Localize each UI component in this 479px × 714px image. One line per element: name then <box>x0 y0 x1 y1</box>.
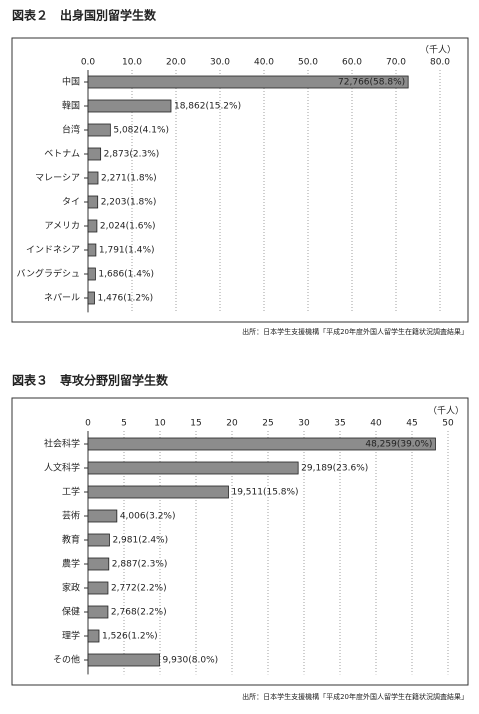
bar <box>87 99 172 113</box>
chart-frame <box>11 37 469 323</box>
bar <box>87 147 102 161</box>
bar <box>87 123 111 137</box>
bar <box>87 629 100 643</box>
bar <box>87 291 95 305</box>
value-label: 29,189(23.6%) <box>301 464 368 474</box>
value-label: 2,768(2.2%) <box>111 608 167 618</box>
x-tick-label: 40.0 <box>254 58 274 68</box>
category-label: 人文科学 <box>44 462 80 474</box>
value-label: 1,476(1.2%) <box>97 294 153 304</box>
bar <box>87 581 109 595</box>
bar <box>87 219 98 233</box>
category-label: 韓国 <box>62 101 80 112</box>
category-label: 社会科学 <box>44 438 80 450</box>
x-tick-label: 45 <box>406 419 417 429</box>
category-label: ベトナム <box>44 149 80 160</box>
category-label: 工学 <box>62 486 80 498</box>
value-label: 2,271(1.8%) <box>101 174 157 184</box>
bar <box>87 243 97 257</box>
x-tick-label: 70.0 <box>386 58 406 68</box>
category-label: 家政 <box>62 582 80 594</box>
category-label: 保健 <box>62 606 80 618</box>
chart-frame <box>11 397 469 686</box>
category-label: 理学 <box>62 630 80 642</box>
x-tick-label: 25 <box>262 419 273 429</box>
value-label: 18,862(15.2%) <box>174 102 241 112</box>
category-label: アメリカ <box>44 221 80 232</box>
bar <box>87 653 160 667</box>
x-tick-label: 30.0 <box>210 58 230 68</box>
category-label: バングラデシュ <box>17 268 80 280</box>
x-tick-label: 5 <box>121 419 127 429</box>
x-tick-label: 20.0 <box>166 58 186 68</box>
x-tick-label: 10 <box>154 419 166 429</box>
x-tick-label: 20 <box>226 419 238 429</box>
bar <box>87 267 96 281</box>
value-label: 48,259(39.0%) <box>365 440 432 450</box>
value-label: 5,082(4.1%) <box>113 126 169 136</box>
category-label: マレーシア <box>35 174 80 184</box>
source-note: 出所：日本学生支援機構「平成20年度外国人留学生在籍状況調査結果」 <box>242 327 468 336</box>
value-label: 19,511(15.8%) <box>231 488 298 498</box>
value-label: 2,024(1.6%) <box>100 222 156 232</box>
bar <box>87 75 409 89</box>
bar <box>87 557 110 571</box>
bar <box>87 195 99 209</box>
x-tick-label: 50.0 <box>298 58 318 68</box>
category-label: 芸術 <box>62 510 80 522</box>
bar <box>87 485 229 499</box>
x-tick-label: 80.0 <box>430 58 450 68</box>
axis-unit: （千人） <box>428 406 464 417</box>
x-tick-label: 35 <box>334 419 345 429</box>
x-tick-label: 30 <box>298 419 310 429</box>
chart-title: 図表３ 専攻分野別留学生数 <box>12 373 169 388</box>
value-label: 1,686(1.4%) <box>98 270 154 280</box>
category-label: 農学 <box>62 558 80 570</box>
bar <box>87 605 109 619</box>
category-label: タイ <box>62 197 80 208</box>
x-tick-label: 60.0 <box>342 58 362 68</box>
value-label: 72,766(58.8%) <box>338 78 405 88</box>
bar <box>87 509 118 523</box>
bar <box>87 437 436 451</box>
bar <box>87 533 110 547</box>
value-label: 2,873(2.3%) <box>104 150 160 160</box>
x-tick-label: 0.0 <box>81 58 96 68</box>
category-label: 中国 <box>62 76 80 88</box>
value-label: 2,887(2.3%) <box>112 560 168 570</box>
category-label: 教育 <box>62 534 80 546</box>
value-label: 4,006(3.2%) <box>120 512 176 522</box>
category-label: インドネシア <box>26 245 80 256</box>
x-tick-label: 40 <box>370 419 382 429</box>
x-tick-label: 15 <box>190 419 201 429</box>
chart-title: 図表２ 出身国別留学生数 <box>12 8 157 23</box>
value-label: 2,772(2.2%) <box>111 584 167 594</box>
x-tick-label: 0 <box>85 419 91 429</box>
value-label: 2,981(2.4%) <box>112 536 168 546</box>
source-note: 出所：日本学生支援機構「平成20年度外国人留学生在籍状況調査結果」 <box>242 692 468 701</box>
x-tick-label: 10.0 <box>122 58 142 68</box>
value-label: 2,203(1.8%) <box>101 198 157 208</box>
value-label: 9,930(8.0%) <box>162 656 218 666</box>
value-label: 1,791(1.4%) <box>99 246 155 256</box>
bar <box>87 461 299 475</box>
category-label: ネパール <box>44 293 80 304</box>
category-label: 台湾 <box>62 124 80 136</box>
axis-unit: （千人） <box>420 45 456 56</box>
x-tick-label: 50 <box>442 419 454 429</box>
value-label: 1,526(1.2%) <box>102 632 158 642</box>
category-label: その他 <box>53 654 80 666</box>
bar <box>87 171 99 185</box>
